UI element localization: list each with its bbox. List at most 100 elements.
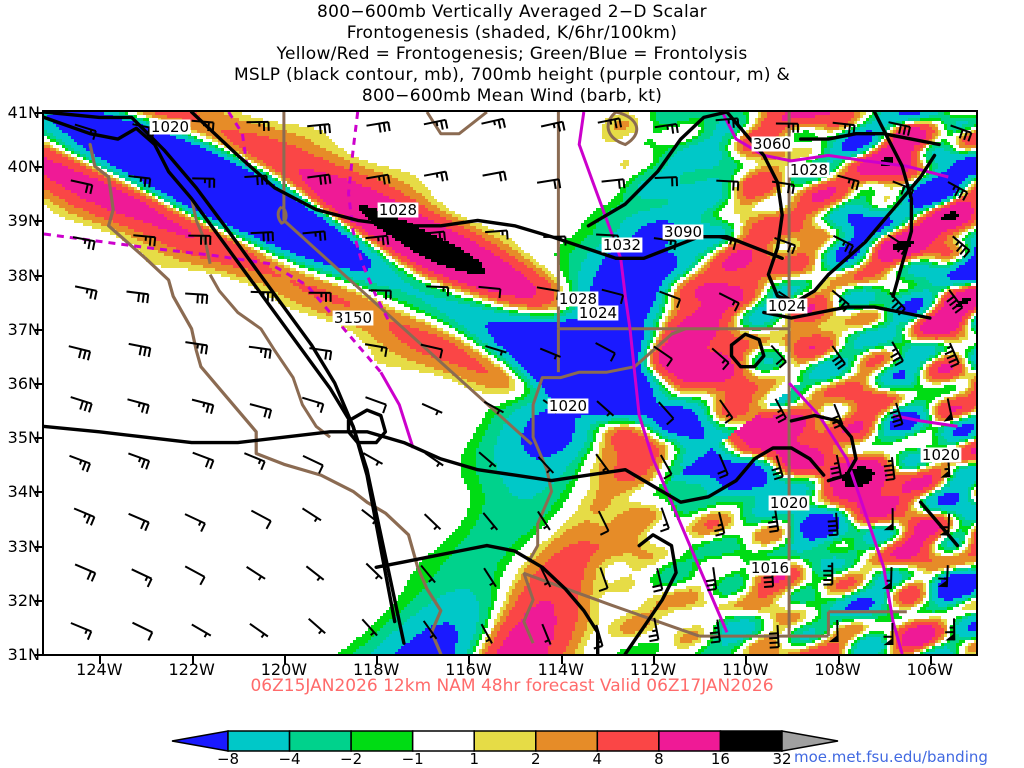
shading-cell [953, 130, 956, 133]
shading-cell [230, 115, 251, 118]
shading-cell [785, 349, 788, 352]
shading-cell [302, 190, 305, 193]
shading-cell [149, 235, 185, 238]
shading-cell [476, 460, 494, 463]
shading-cell [794, 196, 800, 199]
shading-cell [974, 331, 976, 334]
shading-cell [821, 451, 833, 454]
shading-cell [887, 394, 899, 397]
shading-cell [893, 466, 896, 469]
shading-cell [218, 226, 224, 229]
shading-cell [464, 325, 485, 328]
shading-cell [320, 298, 344, 301]
shading-cell [179, 259, 209, 262]
shading-cell [806, 265, 812, 268]
shading-cell [662, 310, 665, 313]
shading-cell [395, 265, 398, 268]
shading-cell [602, 133, 629, 136]
shading-cell [476, 382, 509, 385]
shading-cell [743, 124, 746, 127]
shading-cell [857, 373, 869, 376]
shading-cell [806, 397, 812, 400]
shading-cell [785, 481, 812, 484]
shading-cell [266, 178, 272, 181]
shading-cell [953, 289, 965, 292]
shading-cell [392, 262, 395, 265]
shading-cell [899, 112, 920, 115]
shading-cell [746, 265, 806, 268]
shading-cell [818, 409, 824, 412]
shading-cell [254, 166, 257, 169]
shading-cell [446, 265, 482, 268]
shading-cell [74, 157, 77, 160]
shading-cell [791, 358, 794, 361]
shading-cell [830, 151, 860, 154]
shading-cell [899, 457, 905, 460]
shading-cell [371, 187, 395, 190]
shading-cell [752, 226, 803, 229]
shading-cell [932, 466, 947, 469]
shading-cell [125, 214, 164, 217]
shading-cell [749, 217, 764, 220]
shading-cell [881, 361, 887, 364]
shading-cell [389, 286, 413, 289]
shading-cell [665, 301, 668, 304]
shading-cell [728, 487, 752, 490]
shading-cell [893, 220, 902, 223]
shading-cell [722, 265, 746, 268]
shading-cell [938, 436, 944, 439]
shading-cell [881, 244, 893, 247]
shading-cell [797, 355, 815, 358]
shading-cell [485, 385, 509, 388]
shading-cell [965, 226, 971, 229]
shading-cell [848, 412, 854, 415]
shading-cell [905, 352, 935, 355]
shading-cell [152, 262, 191, 265]
shading-cell [464, 226, 476, 229]
shading-cell [674, 295, 680, 298]
shading-cell [719, 418, 725, 421]
shading-cell [845, 265, 851, 268]
shading-cell [842, 196, 845, 199]
shading-cell [803, 379, 827, 382]
shading-cell [584, 496, 596, 499]
shading-cell [647, 313, 656, 316]
shading-cell [872, 469, 884, 472]
shading-cell [824, 454, 836, 457]
shading-cell [383, 259, 389, 262]
shading-cell [431, 316, 437, 319]
shading-cell [446, 298, 464, 301]
shading-cell [905, 373, 914, 376]
shading-cell [740, 322, 743, 325]
shading-cell [956, 472, 976, 475]
shading-cell [44, 175, 47, 178]
shading-cell [362, 226, 377, 229]
shading-cell [974, 319, 976, 322]
shading-cell [827, 169, 833, 172]
shading-cell [704, 436, 728, 439]
shading-cell [203, 142, 209, 145]
shading-cell [278, 175, 281, 178]
lat-tick-mark [35, 166, 43, 169]
shading-cell [824, 481, 830, 484]
shading-cell [908, 199, 941, 202]
shading-cell [683, 466, 686, 469]
shading-cell [908, 403, 926, 406]
shading-cell [344, 229, 347, 232]
shading-cell [857, 148, 866, 151]
shading-cell [974, 187, 976, 190]
shading-cell [890, 217, 905, 220]
map-plot-area[interactable]: 1020 1028 1032 1028 1024 1024 1028 1020 1020 1020… [42, 110, 978, 656]
shading-cell [914, 331, 923, 334]
shading-cell [239, 118, 263, 121]
shading-cell [911, 196, 947, 199]
shading-cell [206, 214, 317, 217]
shading-cell [944, 295, 950, 298]
shading-cell [737, 163, 743, 166]
shading-cell [134, 175, 260, 178]
shading-cell [845, 289, 848, 292]
shading-cell [134, 244, 149, 247]
shading-cell [950, 463, 956, 466]
shading-cell [956, 409, 971, 412]
shading-cell [350, 280, 365, 283]
